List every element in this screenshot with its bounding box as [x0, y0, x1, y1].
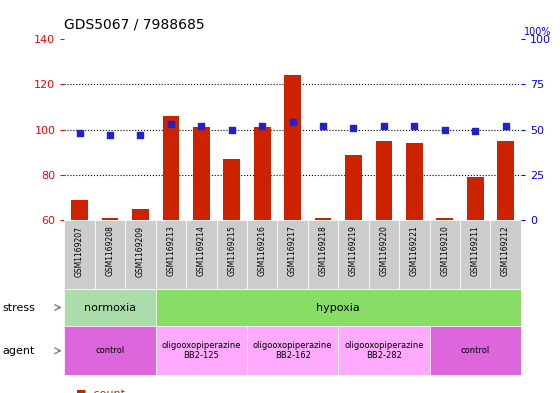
Bar — [247, 220, 277, 289]
Bar — [315, 218, 332, 220]
Bar — [217, 220, 247, 289]
Text: GSM1169216: GSM1169216 — [258, 226, 267, 276]
Text: ■  count: ■ count — [76, 389, 124, 393]
Bar — [467, 177, 483, 220]
Bar — [247, 326, 338, 375]
Point — [258, 123, 267, 129]
Bar — [162, 116, 179, 220]
Text: GSM1169219: GSM1169219 — [349, 226, 358, 276]
Text: hypoxia: hypoxia — [316, 303, 360, 312]
Point — [105, 132, 115, 138]
Point — [288, 119, 297, 126]
Text: GSM1169220: GSM1169220 — [379, 226, 389, 276]
Point — [440, 127, 449, 133]
Bar — [430, 220, 460, 289]
Text: GDS5067 / 7988685: GDS5067 / 7988685 — [64, 17, 205, 31]
Bar — [376, 141, 392, 220]
Text: agent: agent — [3, 346, 35, 356]
Text: control: control — [95, 346, 125, 355]
Bar — [436, 218, 453, 220]
Bar — [71, 200, 88, 220]
Text: GSM1169214: GSM1169214 — [197, 226, 206, 276]
Bar — [284, 75, 301, 220]
Text: 100%: 100% — [524, 28, 551, 37]
Text: control: control — [460, 346, 490, 355]
Text: stress: stress — [3, 303, 36, 312]
Bar — [156, 326, 247, 375]
Bar — [156, 289, 521, 326]
Text: oligooxopiperazine
BB2-282: oligooxopiperazine BB2-282 — [344, 341, 423, 360]
Bar — [156, 220, 186, 289]
Text: GSM1169221: GSM1169221 — [410, 226, 419, 276]
Point — [501, 123, 510, 129]
Bar — [95, 220, 125, 289]
Text: GSM1169215: GSM1169215 — [227, 226, 236, 276]
Text: normoxia: normoxia — [84, 303, 136, 312]
Point — [227, 127, 236, 133]
Point — [380, 123, 389, 129]
Bar — [254, 127, 270, 220]
Text: GSM1169211: GSM1169211 — [470, 226, 480, 276]
Text: GSM1169218: GSM1169218 — [319, 226, 328, 276]
Bar — [368, 220, 399, 289]
Point — [166, 121, 175, 127]
Text: GSM1169209: GSM1169209 — [136, 226, 145, 277]
Text: GSM1169210: GSM1169210 — [440, 226, 449, 276]
Bar — [102, 218, 118, 220]
Point — [349, 125, 358, 131]
Bar — [399, 220, 430, 289]
Bar — [132, 209, 149, 220]
Bar — [186, 220, 217, 289]
Bar — [223, 159, 240, 220]
Bar — [497, 141, 514, 220]
Bar — [193, 127, 209, 220]
Bar — [64, 326, 156, 375]
Text: GSM1169212: GSM1169212 — [501, 226, 510, 276]
Bar — [338, 326, 430, 375]
Bar — [345, 154, 362, 220]
Bar — [430, 326, 521, 375]
Bar — [125, 220, 156, 289]
Text: GSM1169207: GSM1169207 — [75, 226, 84, 277]
Text: GSM1169217: GSM1169217 — [288, 226, 297, 276]
Text: oligooxopiperazine
BB2-162: oligooxopiperazine BB2-162 — [253, 341, 332, 360]
Point — [410, 123, 419, 129]
Text: oligooxopiperazine
BB2-125: oligooxopiperazine BB2-125 — [162, 341, 241, 360]
Bar — [406, 143, 423, 220]
Text: GSM1169213: GSM1169213 — [166, 226, 175, 276]
Bar — [491, 220, 521, 289]
Bar — [338, 220, 368, 289]
Point — [470, 129, 479, 135]
Bar — [277, 220, 308, 289]
Point — [197, 123, 206, 129]
Bar — [308, 220, 338, 289]
Text: GSM1169208: GSM1169208 — [105, 226, 115, 276]
Bar — [460, 220, 491, 289]
Bar — [64, 289, 156, 326]
Point — [319, 123, 328, 129]
Point — [75, 130, 84, 136]
Point — [136, 132, 145, 138]
Bar — [64, 220, 95, 289]
